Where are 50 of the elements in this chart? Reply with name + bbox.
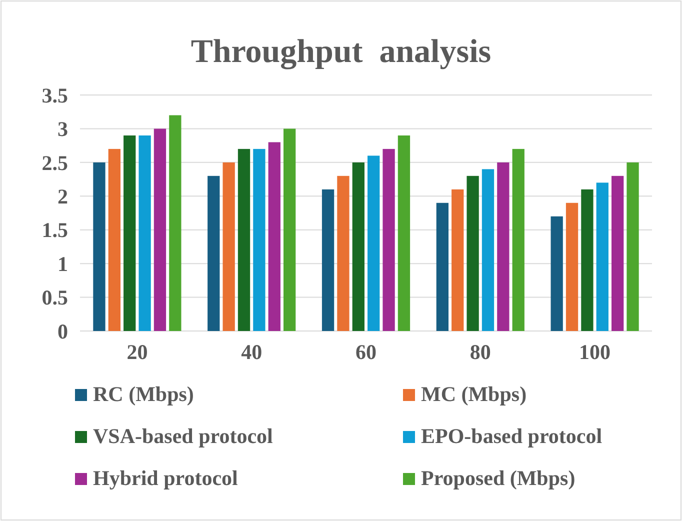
bar (566, 202, 578, 331)
legend-label: Hybrid protocol (93, 466, 238, 490)
chart-title: Throughput analysis (190, 34, 492, 70)
legend-label: RC (Mbps) (93, 382, 194, 406)
bar (108, 148, 120, 331)
bar (93, 162, 106, 331)
bar (382, 148, 395, 331)
bar (398, 135, 410, 331)
bar (283, 128, 296, 331)
y-tick-label: 3 (58, 117, 68, 142)
bar (512, 148, 524, 331)
bar (596, 182, 608, 331)
bar (169, 115, 182, 331)
x-tick-label: 100 (579, 340, 611, 364)
bar (466, 176, 479, 331)
bar (208, 176, 220, 331)
bar (222, 162, 235, 331)
bar (436, 202, 449, 331)
y-tick-label: 2.5 (42, 150, 68, 175)
legend-label: Proposed (Mbps) (421, 466, 576, 490)
bar (626, 162, 639, 331)
bar (352, 162, 364, 331)
x-tick-label: 80 (470, 340, 491, 364)
bar (497, 162, 510, 331)
bar (138, 135, 151, 331)
y-tick-label: 1 (58, 252, 68, 276)
x-tick-label: 40 (241, 340, 262, 364)
bar (322, 189, 334, 331)
bar (550, 216, 563, 331)
y-tick-label: 1.5 (42, 218, 68, 242)
bar (268, 142, 280, 331)
bar (581, 189, 594, 331)
bar (154, 128, 166, 331)
y-tick-label: 2 (58, 184, 68, 208)
bar (368, 156, 380, 331)
legend-label: VSA-based protocol (93, 424, 274, 448)
legend-label: EPO-based protocol (421, 424, 602, 448)
bar (238, 148, 250, 331)
bar (612, 176, 624, 331)
x-tick-label: 20 (126, 340, 148, 364)
y-tick-label: 0.5 (42, 286, 68, 310)
bar (124, 135, 136, 331)
bar (452, 189, 464, 331)
legend-label: MC (Mbps) (421, 382, 527, 406)
bar (337, 176, 350, 331)
y-tick-label: 3.5 (42, 83, 68, 108)
y-tick-label: 0 (58, 319, 68, 344)
bar (253, 148, 266, 331)
x-tick-label: 60 (356, 340, 376, 364)
bar (482, 169, 494, 331)
